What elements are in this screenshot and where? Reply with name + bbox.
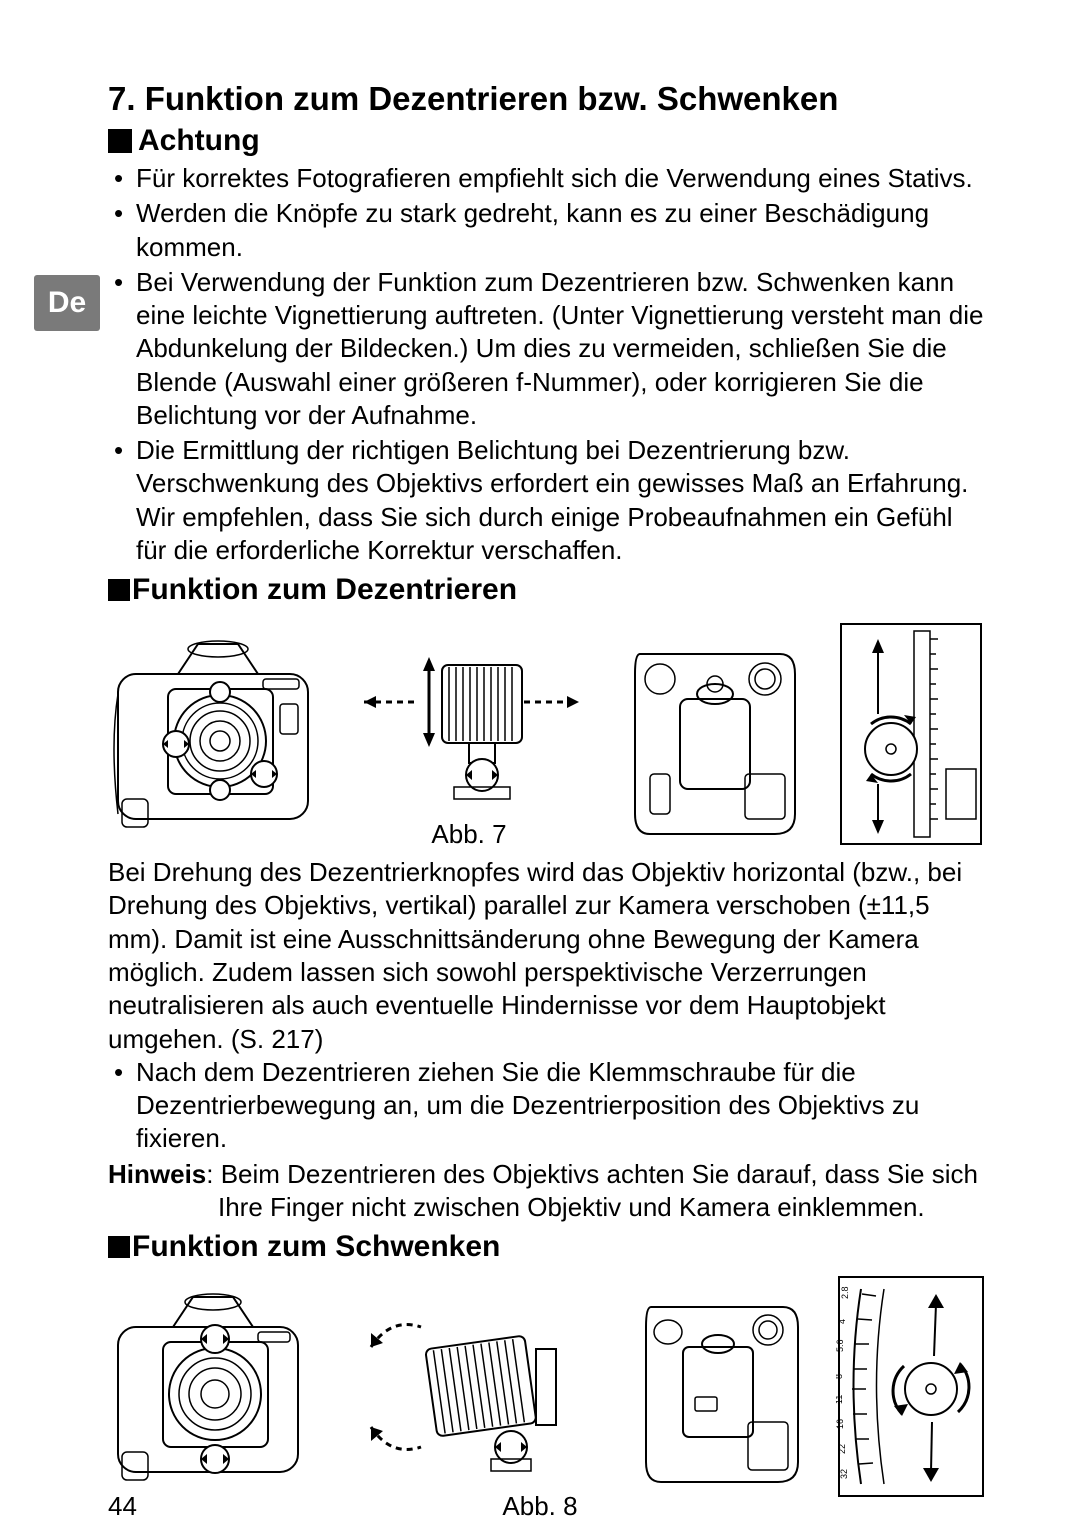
section1-heading: Funktion zum Dezentrieren [108,573,986,607]
hinweis-line2: Ihre Finger nicht zwischen Objektiv und … [108,1191,986,1224]
camera-top-diagram [620,617,800,850]
section1-bullet-list: Nach dem Dezentrieren ziehen Sie die Kle… [108,1056,986,1156]
page-content: 7. Funktion zum Dezentrieren bzw. Schwen… [108,80,986,1499]
square-bullet-icon [108,129,132,153]
section1-title: Funktion zum Dezentrieren [132,573,517,607]
camera-front-diagram [108,617,318,850]
figure-7-caption: Abb. 7 [431,819,506,850]
square-bullet-icon [108,1236,130,1258]
camera-top-tilt-diagram [633,1282,803,1492]
achtung-heading: Achtung [108,124,986,158]
achtung-item: Werden die Knöpfe zu stark gedreht, kann… [136,197,986,264]
shift-scale-diagram [836,617,986,850]
section2-title: Funktion zum Schwenken [132,1230,500,1264]
achtung-item: Für korrektes Fotografieren empfiehlt si… [136,162,986,195]
svg-text:2.8: 2.8 [840,1287,850,1300]
hinweis-label: Hinweis [108,1159,206,1189]
achtung-title: Achtung [138,124,260,158]
section1-bullet: Nach dem Dezentrieren ziehen Sie die Kle… [136,1056,986,1156]
svg-text:16: 16 [836,1419,845,1429]
lens-tilt-diagram [341,1287,601,1487]
achtung-item: Die Ermittlung der richtigen Belichtung … [136,434,986,567]
square-bullet-icon [108,579,130,601]
language-tab: De [34,275,100,331]
section2-heading: Funktion zum Schwenken [108,1230,986,1264]
svg-text:32: 32 [839,1469,849,1479]
hinweis-text1: : Beim Dezentrieren des Objektivs achten… [206,1159,978,1189]
svg-text:8: 8 [836,1374,844,1379]
section1-body: Bei Drehung des Dezentrierknopfes wird d… [108,856,986,1056]
figure-7-row: Abb. 7 [108,617,986,850]
camera-front-tilt-diagram [108,1277,308,1497]
achtung-list: Für korrektes Fotografieren empfiehlt si… [108,162,986,567]
page-heading: 7. Funktion zum Dezentrieren bzw. Schwen… [108,80,986,118]
figure-8-row: 32 22 16 11 8 5.6 4 2.8 [108,1274,986,1499]
svg-text:11: 11 [836,1395,844,1404]
svg-text:22: 22 [837,1444,847,1454]
achtung-item: Bei Verwendung der Funktion zum Dezentri… [136,266,986,432]
svg-text:4: 4 [837,1319,847,1324]
lens-shift-diagram: Abb. 7 [354,617,584,850]
figure-8-caption: Abb. 8 [0,1491,1080,1522]
tilt-scale-diagram: 32 22 16 11 8 5.6 4 2.8 [836,1274,986,1499]
hinweis-line1: Hinweis: Beim Dezentrieren des Objektivs… [108,1158,986,1191]
svg-text:5.6: 5.6 [836,1340,845,1353]
